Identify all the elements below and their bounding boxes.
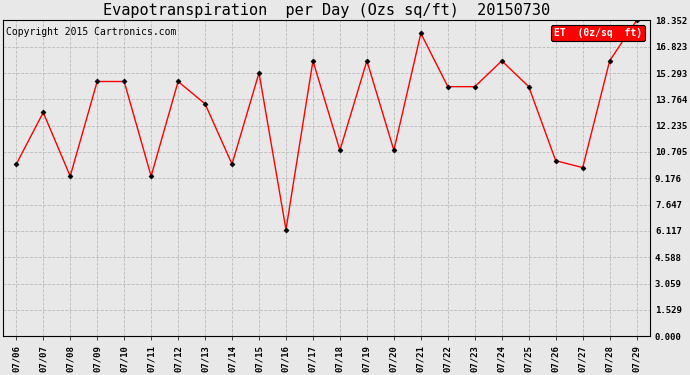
Title: Evapotranspiration  per Day (Ozs sq/ft)  20150730: Evapotranspiration per Day (Ozs sq/ft) 2… xyxy=(103,3,550,18)
Legend: ET  (0z/sq  ft): ET (0z/sq ft) xyxy=(551,25,645,41)
Text: Copyright 2015 Cartronics.com: Copyright 2015 Cartronics.com xyxy=(6,27,177,37)
